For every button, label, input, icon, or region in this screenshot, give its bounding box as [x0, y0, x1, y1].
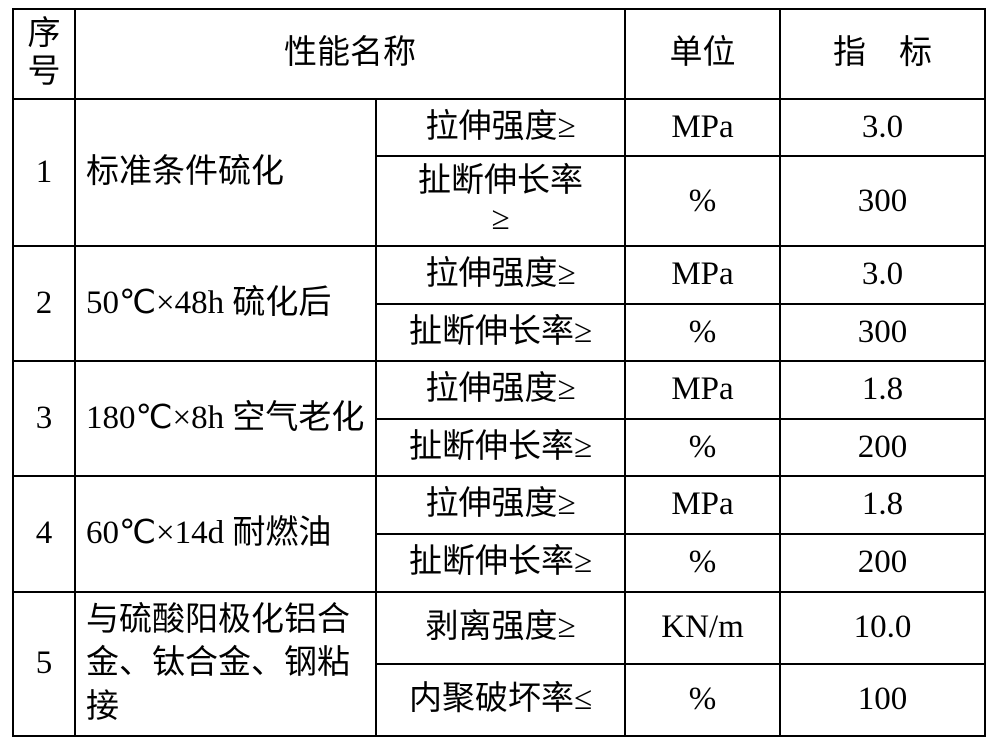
unit-value: MPa: [626, 362, 779, 418]
seq-cell: 5: [13, 592, 75, 737]
prop-cell: 扯断伸长率≥: [376, 534, 625, 592]
condition-cell: 50℃×48h 硫化后: [75, 246, 376, 361]
header-unit: 单位: [625, 9, 780, 99]
prop-cell: 扯断伸长率≥: [376, 304, 625, 362]
condition-value: 标准条件硫化: [76, 145, 375, 201]
condition-value: 180℃×8h 空气老化: [76, 391, 375, 447]
header-unit-label: 单位: [626, 26, 779, 82]
prop-name: 扯断伸长率≥: [377, 305, 624, 361]
unit-value: %: [626, 672, 779, 728]
unit-cell: MPa: [625, 246, 780, 304]
spec-cell: 1.8: [780, 361, 985, 419]
unit-value: %: [626, 420, 779, 476]
condition-cell: 标准条件硫化: [75, 99, 376, 246]
prop-cell: 扯断伸长率≥: [376, 419, 625, 477]
prop-name: 拉伸强度≥: [377, 247, 624, 303]
seq-value: 3: [14, 391, 74, 447]
prop-cell: 拉伸强度≥: [376, 476, 625, 534]
spec-value: 200: [781, 420, 984, 476]
prop-name: 拉伸强度≥: [377, 100, 624, 156]
unit-cell: MPa: [625, 99, 780, 157]
condition-value: 与硫酸阳极化铝合金、钛合金、钢粘接: [76, 593, 375, 736]
spec-value: 10.0: [781, 600, 984, 656]
unit-value: MPa: [626, 247, 779, 303]
table-row: 4 60℃×14d 耐燃油 拉伸强度≥ MPa 1.8: [13, 476, 985, 534]
spec-value: 1.8: [781, 362, 984, 418]
spec-cell: 300: [780, 156, 985, 246]
header-seq: 序号: [13, 9, 75, 99]
unit-cell: MPa: [625, 361, 780, 419]
seq-value: 1: [14, 145, 74, 201]
seq-cell: 4: [13, 476, 75, 591]
spec-value: 300: [781, 174, 984, 230]
table-header-row: 序号 性能名称 单位 指 标: [13, 9, 985, 99]
condition-value: 50℃×48h 硫化后: [76, 276, 375, 332]
unit-value: KN/m: [626, 600, 779, 656]
spec-value: 3.0: [781, 100, 984, 156]
spec-cell: 3.0: [780, 246, 985, 304]
unit-cell: KN/m: [625, 592, 780, 664]
spec-cell: 10.0: [780, 592, 985, 664]
condition-cell: 180℃×8h 空气老化: [75, 361, 376, 476]
spec-cell: 1.8: [780, 476, 985, 534]
prop-name: 扯断伸长率≥: [377, 157, 624, 245]
prop-name: 拉伸强度≥: [377, 477, 624, 533]
prop-cell: 内聚破坏率≤: [376, 664, 625, 736]
prop-cell: 扯断伸长率≥: [376, 156, 625, 246]
unit-cell: %: [625, 664, 780, 736]
spec-value: 300: [781, 305, 984, 361]
spec-value: 3.0: [781, 247, 984, 303]
prop-name: 剥离强度≥: [377, 600, 624, 656]
prop-cell: 剥离强度≥: [376, 592, 625, 664]
unit-value: %: [626, 174, 779, 230]
prop-cell: 拉伸强度≥: [376, 361, 625, 419]
unit-value: MPa: [626, 477, 779, 533]
spec-table: 序号 性能名称 单位 指 标 1 标准条件硫化 拉伸强度≥: [12, 8, 986, 737]
prop-name: 拉伸强度≥: [377, 362, 624, 418]
condition-value: 60℃×14d 耐燃油: [76, 506, 375, 562]
table-row: 1 标准条件硫化 拉伸强度≥ MPa 3.0: [13, 99, 985, 157]
unit-value: %: [626, 535, 779, 591]
seq-value: 2: [14, 276, 74, 332]
header-name: 性能名称: [75, 9, 625, 99]
prop-cell: 拉伸强度≥: [376, 246, 625, 304]
spec-value: 200: [781, 535, 984, 591]
unit-cell: %: [625, 156, 780, 246]
prop-cell: 拉伸强度≥: [376, 99, 625, 157]
unit-cell: %: [625, 534, 780, 592]
spec-value: 100: [781, 672, 984, 728]
seq-cell: 2: [13, 246, 75, 361]
unit-value: %: [626, 305, 779, 361]
prop-name: 内聚破坏率≤: [377, 672, 624, 728]
prop-name: 扯断伸长率≥: [377, 535, 624, 591]
seq-value: 5: [14, 636, 74, 692]
prop-name: 扯断伸长率≥: [377, 420, 624, 476]
unit-cell: %: [625, 419, 780, 477]
table-row: 3 180℃×8h 空气老化 拉伸强度≥ MPa 1.8: [13, 361, 985, 419]
seq-cell: 1: [13, 99, 75, 246]
unit-value: MPa: [626, 100, 779, 156]
table-row: 5 与硫酸阳极化铝合金、钛合金、钢粘接 剥离强度≥ KN/m 10.0: [13, 592, 985, 664]
condition-cell: 60℃×14d 耐燃油: [75, 476, 376, 591]
unit-cell: %: [625, 304, 780, 362]
spec-cell: 200: [780, 534, 985, 592]
header-spec: 指 标: [780, 9, 985, 99]
header-spec-label: 指 标: [781, 26, 984, 82]
spec-cell: 100: [780, 664, 985, 736]
spec-cell: 300: [780, 304, 985, 362]
spec-cell: 3.0: [780, 99, 985, 157]
condition-cell: 与硫酸阳极化铝合金、钛合金、钢粘接: [75, 592, 376, 737]
table-row: 2 50℃×48h 硫化后 拉伸强度≥ MPa 3.0: [13, 246, 985, 304]
header-name-label: 性能名称: [76, 26, 624, 82]
seq-cell: 3: [13, 361, 75, 476]
header-seq-label: 序号: [14, 10, 74, 98]
spec-value: 1.8: [781, 477, 984, 533]
unit-cell: MPa: [625, 476, 780, 534]
spec-cell: 200: [780, 419, 985, 477]
seq-value: 4: [14, 506, 74, 562]
